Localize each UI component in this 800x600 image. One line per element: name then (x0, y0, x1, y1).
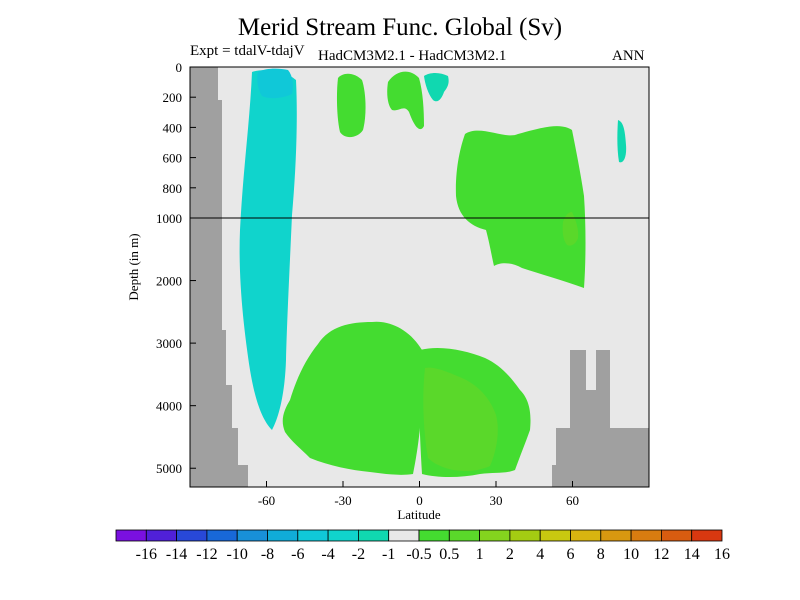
region-equatorial-small-negative-cell (424, 73, 449, 102)
model-label: HadCM3M2.1 - HadCM3M2.1 (318, 48, 507, 64)
land-mask (190, 67, 649, 487)
colorbar-swatch (630, 529, 662, 542)
x-tick-label: 30 (490, 493, 503, 508)
colorbar-label: -4 (321, 546, 334, 563)
region-upper-equatorial-positive-cell (387, 71, 424, 130)
experiment-label: Expt = tdalV-tdajV (190, 43, 305, 59)
colorbar-label: -1 (382, 546, 395, 563)
colorbar-label: 8 (597, 546, 605, 563)
colorbar-label: 4 (536, 546, 544, 563)
colorbar-swatch (357, 529, 390, 542)
colorbar-label: -14 (166, 546, 187, 563)
region-deep-positive-core (423, 367, 498, 472)
colorbar: -16 -14 -12 -10 -8 -6 -4 -2 -1 -0.5 0.5 1 2 4 6 8 10 12 14… (115, 529, 730, 563)
contour-regions (239, 68, 627, 477)
region-southern-upper-negative-core (257, 68, 293, 99)
region-northern-upper-positive-core (562, 212, 579, 246)
y-tick-label: 5000 (156, 461, 182, 476)
colorbar-swatch (327, 529, 359, 542)
y-tick-label: 400 (163, 120, 183, 135)
region-southern-ocean-negative-cell (239, 70, 297, 430)
colorbar-swatch (388, 529, 420, 542)
colorbar-label: -16 (136, 546, 157, 563)
colorbar-label: 0.5 (439, 546, 459, 563)
colorbar-label: 16 (714, 546, 730, 563)
colorbar-swatch (115, 529, 147, 542)
colorbar-swatch (539, 529, 571, 542)
colorbar-label: -6 (291, 546, 304, 563)
y-tick-label: 2000 (156, 274, 182, 289)
colorbar-label: 10 (623, 546, 639, 563)
x-tick-label: -60 (258, 493, 275, 508)
period-label: ANN (612, 48, 645, 64)
colorbar-label: -2 (352, 546, 365, 563)
colorbar-swatch (570, 529, 602, 542)
colorbar-swatch (297, 529, 329, 542)
region-northern-high-latitude-negative (617, 120, 627, 163)
colorbar-label: 2 (506, 546, 514, 563)
x-tick-label: 60 (566, 493, 579, 508)
colorbar-swatch (176, 529, 208, 542)
region-deep-positive-cell-south (282, 321, 423, 475)
colorbar-swatch (236, 529, 268, 542)
colorbar-label: 1 (476, 546, 484, 563)
region-upper-tropical-positive-cell (336, 73, 366, 138)
colorbar-swatch (661, 529, 693, 542)
colorbar-label: -0.5 (406, 546, 431, 563)
x-tick-label: -30 (334, 493, 351, 508)
y-tick-label: 800 (163, 181, 183, 196)
region-northern-upper-positive-cell (455, 126, 586, 288)
colorbar-swatch (479, 529, 511, 542)
colorbar-swatch (509, 529, 541, 542)
colorbar-label: 14 (684, 546, 700, 563)
colorbar-swatch (600, 529, 632, 542)
colorbar-swatch (206, 529, 238, 542)
colorbar-label: -8 (261, 546, 274, 563)
x-axis-label: Latitude (397, 507, 441, 522)
y-tick-label: 600 (163, 151, 183, 166)
y-tick-label: 4000 (156, 399, 182, 414)
y-axis-label: Depth (in m) (126, 233, 141, 300)
colorbar-swatch (418, 529, 450, 542)
y-tick-label: 200 (163, 90, 183, 105)
y-tick-label: 0 (176, 60, 183, 75)
x-axis: -60 -30 0 30 60 (258, 481, 579, 508)
colorbar-swatch (448, 529, 480, 542)
y-tick-label: 1000 (156, 211, 182, 226)
colorbar-label: 12 (653, 546, 669, 563)
y-tick-label: 3000 (156, 336, 182, 351)
x-tick-label: 0 (416, 493, 423, 508)
colorbar-label: 6 (567, 546, 575, 563)
land-northern-ridge (552, 350, 649, 487)
colorbar-swatch (691, 529, 723, 542)
y-axis: 0 200 400 600 800 1000 2000 3000 4000 5000 (156, 60, 196, 476)
colorbar-label: -10 (227, 546, 248, 563)
land-antarctic (190, 67, 248, 487)
colorbar-swatch (267, 529, 299, 542)
chart-title: Merid Stream Func. Global (Sv) (237, 14, 563, 41)
colorbar-label: -12 (196, 546, 217, 563)
colorbar-swatch (145, 529, 178, 542)
